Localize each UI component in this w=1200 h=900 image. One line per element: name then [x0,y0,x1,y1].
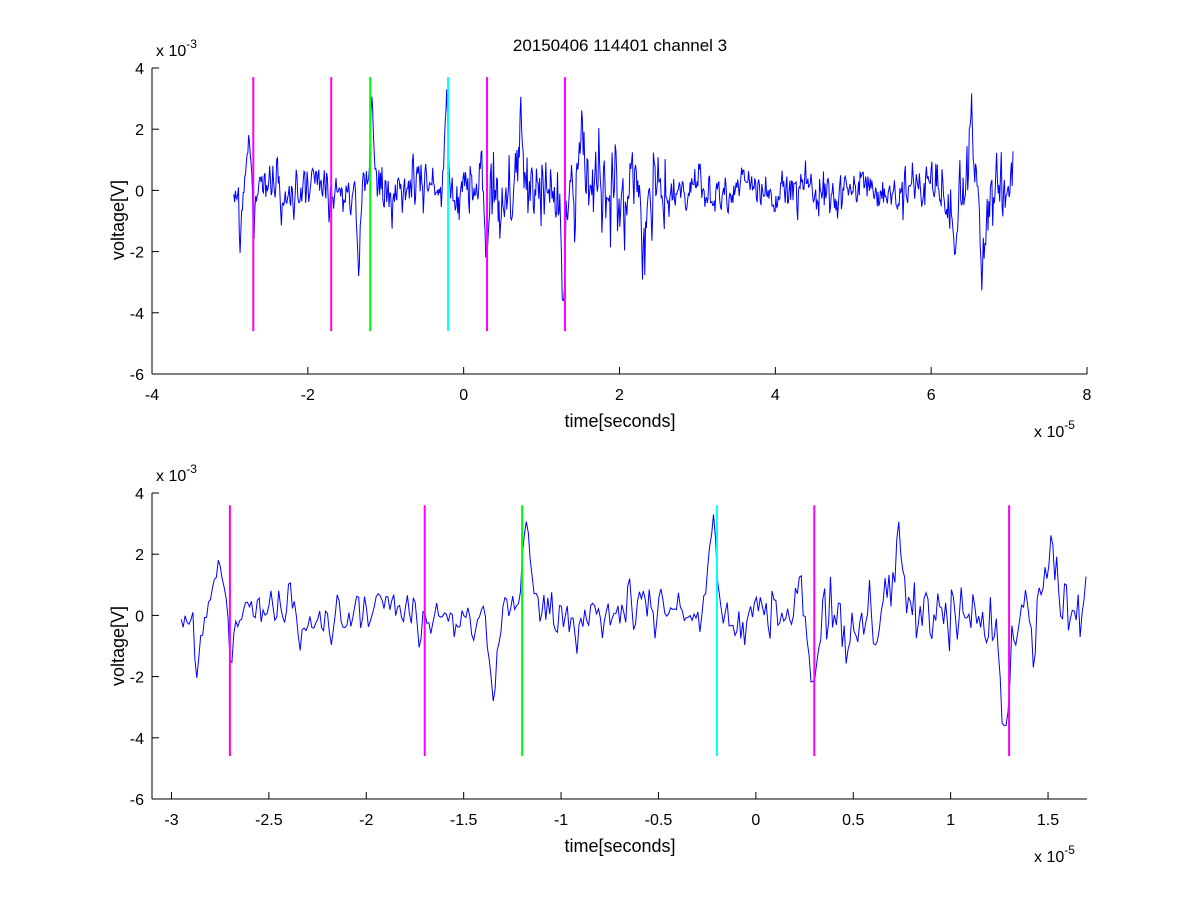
bottom-plot-x-label: time[seconds] [564,836,675,856]
bottom-plot-y-tick-label: -2 [130,670,144,687]
bottom-plot-y-tick-label: -6 [130,792,144,809]
bottom-plot-axes: x 10-3 x 10-5 time[seconds] voltage[V] -… [108,462,1087,866]
top-plot-y-tick-label: 2 [135,122,144,139]
top-plot-y-tick-label: -4 [130,306,144,323]
top-plot-axes: x 10-3 x 10-5 time[seconds] voltage[V] -… [108,37,1092,441]
bottom-plot-y-tick-label: 2 [135,547,144,564]
top-plot-x-tick-label: -4 [145,387,159,404]
bottom-plot-y-tick-label: 4 [135,486,144,503]
bottom-plot-x-tick-label: 0 [751,812,760,829]
bottom-plot-x-tick-label: 0.5 [842,812,864,829]
top-plot-y-tick-label: 4 [135,61,144,78]
bottom-plot-y-label: voltage[V] [108,606,128,686]
top-plot-y-label: voltage[V] [108,180,128,260]
top-plot-y-tick-label: 0 [135,183,144,200]
top-plot-x-tick-label: 4 [771,387,780,404]
top-plot-x-tick-label: -2 [301,387,315,404]
bottom-plot-x-tick-label: -0.5 [645,812,673,829]
top-plot-x-exponent: x 10-5 [1034,418,1075,441]
top-plot-x-tick-label: 8 [1083,387,1092,404]
top-plot-x-tick-label: 6 [927,387,936,404]
bottom-plot-x-tick-label: -2.5 [255,812,283,829]
top-plot-y-tick-label: -2 [130,245,144,262]
top-plot-y-tick-label: -6 [130,367,144,384]
bottom-plot-x-tick-label: -3 [164,812,178,829]
bottom-plot-x-tick-label: 1 [946,812,955,829]
bottom-plot-x-tick-label: -2 [359,812,373,829]
top-plot-y-exponent: x 10-3 [156,37,197,60]
bottom-plot-x-exponent: x 10-5 [1034,843,1075,866]
bottom-plot-x-tick-label: 1.5 [1037,812,1059,829]
top-plot-x-label: time[seconds] [564,411,675,431]
bottom-plot-signal-line [180,514,1087,727]
bottom-plot-y-tick-label: -4 [130,731,144,748]
bottom-plot-y-tick-label: 0 [135,608,144,625]
bottom-plot-x-tick-label: -1.5 [450,812,478,829]
top-plot-x-tick-label: 2 [615,387,624,404]
figure-title: 20150406 114401 channel 3 [513,36,727,55]
top-plot-x-tick-label: 0 [459,387,468,404]
bottom-plot-x-tick-label: -1 [554,812,568,829]
top-plot-signal-line [233,89,1014,302]
bottom-plot-y-exponent: x 10-3 [156,462,197,485]
